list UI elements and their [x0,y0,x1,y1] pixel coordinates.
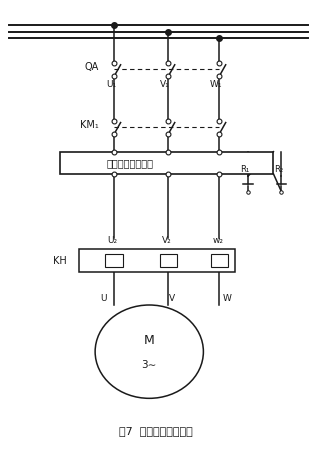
Text: KH: KH [53,256,66,266]
Text: M: M [144,334,155,347]
Text: KM₁: KM₁ [80,120,98,130]
Bar [79,249,235,272]
Bar [160,254,177,267]
Text: 电动机软启动装置: 电动机软启动装置 [107,158,154,168]
Text: R₁: R₁ [240,165,249,174]
Text: QA: QA [84,62,98,72]
Text: U: U [100,294,106,303]
Text: U₂: U₂ [108,236,118,245]
Text: V₂: V₂ [162,236,172,245]
Text: V: V [168,294,175,303]
Text: 3∼: 3∼ [142,360,157,370]
Bar [211,254,228,267]
Text: U₁: U₁ [106,80,116,89]
Text: w₂: w₂ [212,236,223,245]
Text: V₁: V₁ [160,80,170,89]
Text: R₂: R₂ [274,165,283,174]
Text: 图7  不带旁路的一次图: 图7 不带旁路的一次图 [119,426,192,436]
Text: W: W [223,294,232,303]
Ellipse shape [95,305,203,398]
Bar [106,254,123,267]
Text: W₁: W₁ [210,80,222,89]
Bar [60,152,273,174]
